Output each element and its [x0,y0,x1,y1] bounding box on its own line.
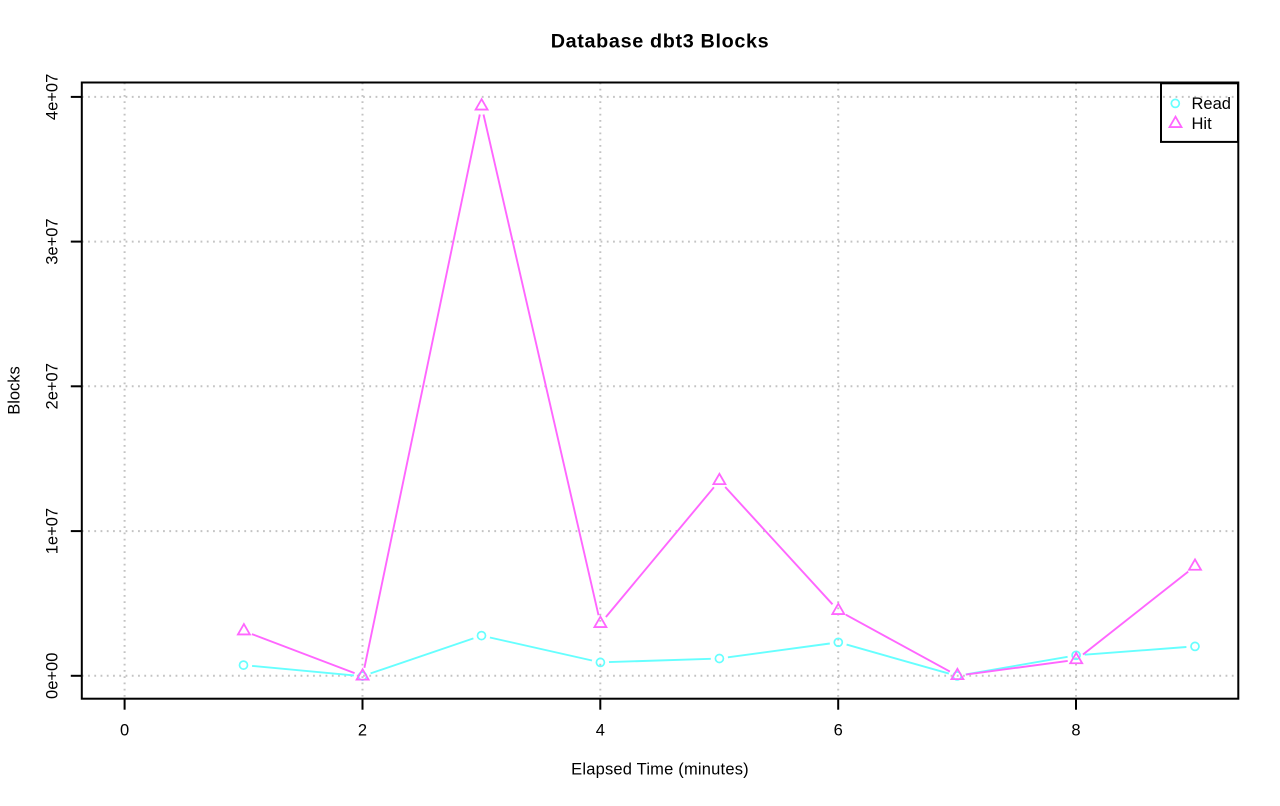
svg-text:2e+07: 2e+07 [44,363,62,409]
svg-text:Read: Read [1192,95,1231,113]
svg-text:8: 8 [1071,721,1080,739]
svg-text:0: 0 [120,721,129,739]
svg-text:3e+07: 3e+07 [44,218,62,264]
svg-text:2: 2 [358,721,367,739]
svg-text:Database dbt3 Blocks: Database dbt3 Blocks [551,30,770,52]
svg-text:Hit: Hit [1192,115,1213,133]
svg-text:6: 6 [834,721,843,739]
svg-text:1e+07: 1e+07 [44,508,62,554]
svg-text:4: 4 [596,721,605,739]
svg-text:0e+00: 0e+00 [44,653,62,699]
svg-text:4e+07: 4e+07 [44,74,62,120]
svg-text:Blocks: Blocks [6,366,24,415]
svg-text:Elapsed Time (minutes): Elapsed Time (minutes) [571,760,749,778]
